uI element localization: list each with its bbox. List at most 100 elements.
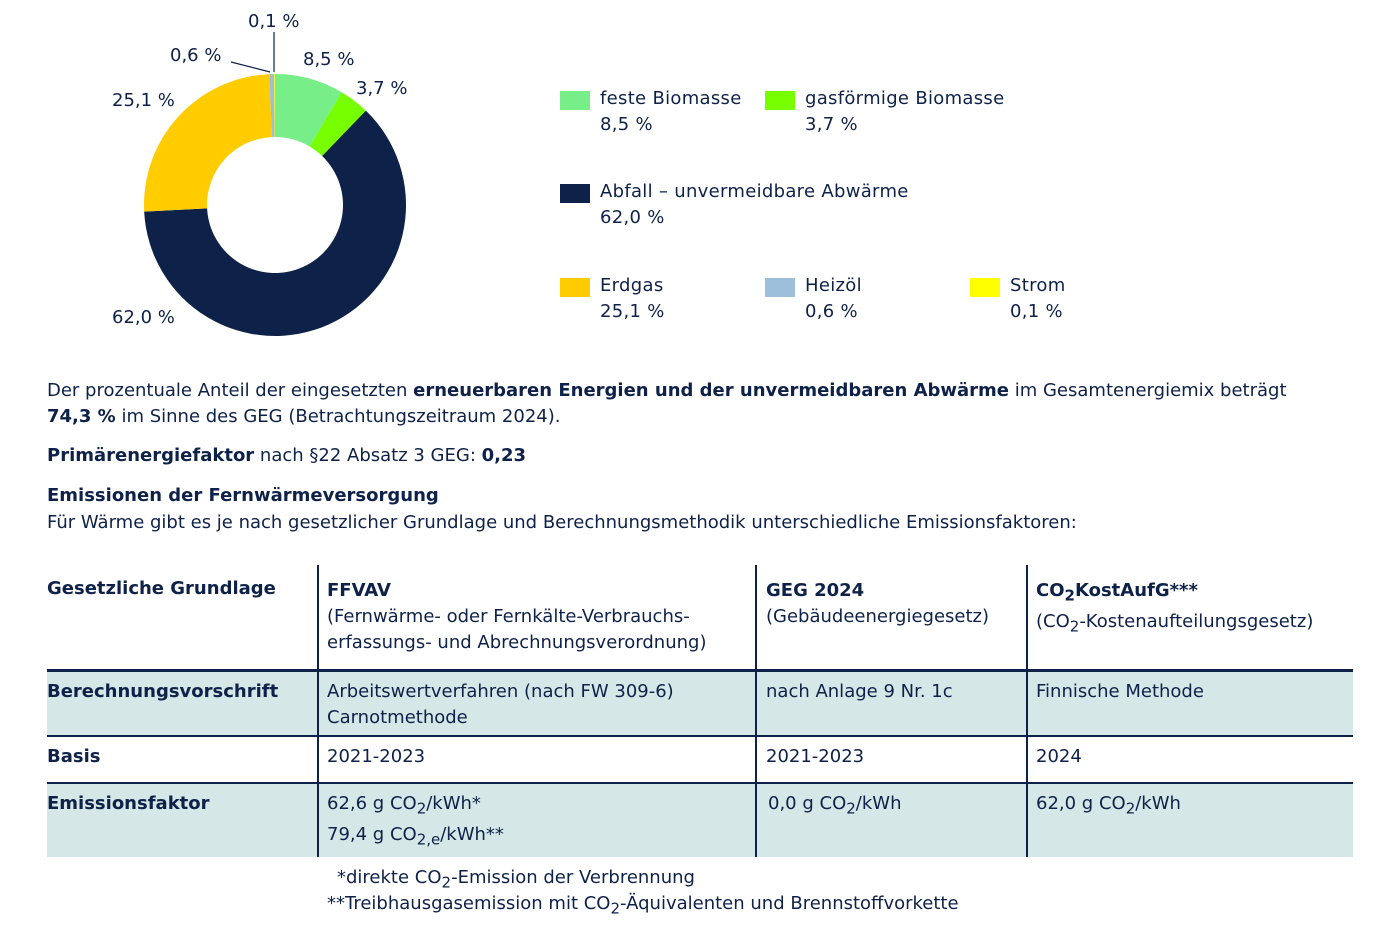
- donut-chart: 8,5 %3,7 % 62,0 % 25,1 % 0,6 % 0,1 %: [112, 11, 407, 336]
- header-subtitle: (CO: [1036, 610, 1070, 632]
- cell-r1-c1: Arbeitswertverfahren (nach FW 309-6) Car…: [327, 679, 674, 731]
- cell-text: 2021-2023: [766, 746, 865, 767]
- legend-label: Heizöl: [805, 275, 862, 296]
- header-cell-co2kostaufg: CO2KostAufG*** (CO 2-Kostenaufteilungsges…: [1036, 578, 1313, 639]
- header-title-part: CO: [1036, 580, 1065, 601]
- legend-label: gasförmige Biomasse: [805, 88, 1005, 109]
- cell-text: /kWh: [1135, 793, 1181, 814]
- subscript: 2: [846, 799, 856, 818]
- row-label: Emissionsfaktor: [47, 793, 210, 814]
- paragraph-bold: erneuerbaren Energien und der unvermeidb…: [413, 380, 1009, 401]
- slice-label-4: 0,6 %: [170, 45, 221, 66]
- section-heading: Emissionen der Fernwärmeversorgung: [47, 485, 439, 506]
- legend-swatch: [560, 278, 590, 297]
- subscript: 2: [1125, 799, 1136, 818]
- table-column-divider: [755, 565, 757, 857]
- cell-r3-c2: 0,0 g CO2/kWh: [768, 791, 901, 822]
- legend-label: Erdgas: [600, 275, 664, 296]
- header-title-part: KostAufG***: [1074, 580, 1198, 601]
- footnote-text: *direkte CO: [337, 867, 442, 888]
- header-subtitle: (Gebäudeenergiegesetz): [766, 606, 990, 627]
- cell-text: /kWh*: [426, 793, 481, 814]
- paragraph-text: im Gesamtenergiemix beträgt: [1009, 380, 1287, 401]
- cell-text: 0,0 g CO: [768, 793, 847, 814]
- cell-text: nach Anlage 9 Nr. 1c: [766, 681, 953, 702]
- header-cell-ffvav: FFVAV (Fernwärme- oder Fernkälte-Verbrau…: [327, 578, 706, 656]
- table-row-divider: [47, 735, 1353, 737]
- cell-r3-c1: 62,6 g CO2/kWh* 79,4 g CO2,e/kWh**: [327, 791, 504, 852]
- row-label-emissionsfaktor: Emissionsfaktor: [47, 791, 210, 817]
- legend-value: 62,0 %: [600, 207, 665, 228]
- slice-label-1: 3,7 %: [356, 78, 407, 99]
- legend-label: Abfall – unvermeidbare Abwärme: [600, 181, 909, 202]
- row-label-berechnungsvorschrift: Berechnungsvorschrift: [47, 679, 278, 705]
- cell-r2-c2: 2021-2023: [766, 744, 864, 770]
- footnote-text: -Emission der Verbrennung: [451, 867, 695, 888]
- leader-line-heizoel: [230, 61, 271, 73]
- subscript: 2,e: [416, 830, 441, 849]
- cell-r3-c3: 62,0 g CO2/kWh: [1036, 791, 1181, 822]
- legend-swatch: [765, 91, 795, 110]
- row-label: Berechnungsvorschrift: [47, 681, 279, 702]
- header-title: FFVAV: [327, 580, 391, 601]
- legend-value: 25,1 %: [600, 301, 665, 322]
- primary-energy-value: 0,23: [481, 445, 527, 466]
- legend-value: 0,1 %: [1010, 301, 1063, 322]
- table-header-divider: [47, 669, 1353, 672]
- header-title: GEG 2024: [766, 580, 865, 601]
- legend-swatch: [560, 91, 590, 110]
- cell-text: /kWh: [855, 793, 902, 814]
- donut-slice-0: [275, 74, 342, 147]
- paragraph-text: Für Wärme gibt es je nach gesetzlicher G…: [47, 512, 1077, 533]
- table-row-divider: [47, 782, 1353, 784]
- donut-slice-2: [144, 110, 406, 336]
- table-column-divider: [1026, 565, 1028, 857]
- paragraph-text: im Sinne des GEG (Betrachtungszeitraum 2…: [115, 406, 561, 427]
- emissions-intro: Für Wärme gibt es je nach gesetzlicher G…: [47, 510, 1077, 536]
- legend-swatch: [970, 278, 1000, 297]
- subscript: 2: [610, 899, 621, 918]
- row-background: [47, 671, 1353, 735]
- slice-label-5: 0,1 %: [248, 11, 299, 32]
- donut-slice-4: [269, 74, 275, 138]
- slice-label-0: 8,5 %: [303, 49, 354, 70]
- cell-text: 2021-2023: [327, 746, 426, 767]
- cell-text: 79,4 g CO: [327, 823, 417, 845]
- renewable-share-value: 74,3 %: [47, 406, 116, 427]
- donut-slice-3: [144, 74, 273, 212]
- primary-energy-label: Primärenergiefaktor: [47, 445, 255, 466]
- slice-label-2: 62,0 %: [112, 307, 175, 328]
- legend-label: feste Biomasse: [600, 88, 742, 109]
- footnote-text: **Treibhausgasemission mit CO: [327, 893, 611, 914]
- subscript: 2: [416, 799, 427, 818]
- subscript: 2: [1064, 586, 1075, 605]
- legend-label: Strom: [1010, 275, 1066, 296]
- cell-r2-c3: 2024: [1036, 744, 1082, 770]
- header-label: Gesetzliche Grundlage: [47, 578, 276, 599]
- paragraph-text: nach §22 Absatz 3 GEG:: [254, 445, 482, 466]
- cell-r1-c3: Finnische Methode: [1036, 679, 1204, 705]
- header-subtitle: -Kostenaufteilungsgesetz): [1079, 610, 1314, 632]
- row-label-basis: Basis: [47, 744, 100, 770]
- footnote-text: -Äquivalenten und Brennstoffvorkette: [620, 893, 959, 914]
- paragraph-text: Der prozentuale Anteil der eingesetzten: [47, 380, 414, 401]
- cell-text: Arbeitswertverfahren (nach FW 309-6): [327, 681, 674, 702]
- cell-text: 2024: [1036, 746, 1082, 767]
- table-column-divider: [317, 565, 319, 857]
- header-cell-geg: GEG 2024 (Gebäudeenergiegesetz): [766, 578, 989, 630]
- footnote-ghg-emission: **Treibhausgasemission mit CO2-Äquivalen…: [327, 891, 959, 922]
- header-title: CO2KostAufG***: [1036, 580, 1198, 605]
- footnote-direct-emission: *direkte CO2-Emission der Verbrennung: [337, 865, 695, 896]
- legend-swatch: [560, 184, 590, 203]
- donut-slice-5: [274, 74, 275, 138]
- cell-text: 62,6 g CO: [327, 793, 417, 814]
- cell-r1-c2: nach Anlage 9 Nr. 1c: [766, 679, 953, 705]
- cell-text: 62,0 g CO: [1036, 793, 1126, 814]
- emissions-heading: Emissionen der Fernwärmeversorgung: [47, 483, 439, 509]
- subscript: 2: [441, 873, 452, 892]
- cell-text: Carnotmethode: [327, 707, 468, 728]
- donut-slice-1: [309, 92, 366, 157]
- slice-label-3: 25,1 %: [112, 90, 175, 111]
- cell-text: /kWh**: [440, 823, 504, 845]
- header-subtitle: (Fernwärme- oder Fernkälte-Verbrauchs-: [327, 606, 690, 627]
